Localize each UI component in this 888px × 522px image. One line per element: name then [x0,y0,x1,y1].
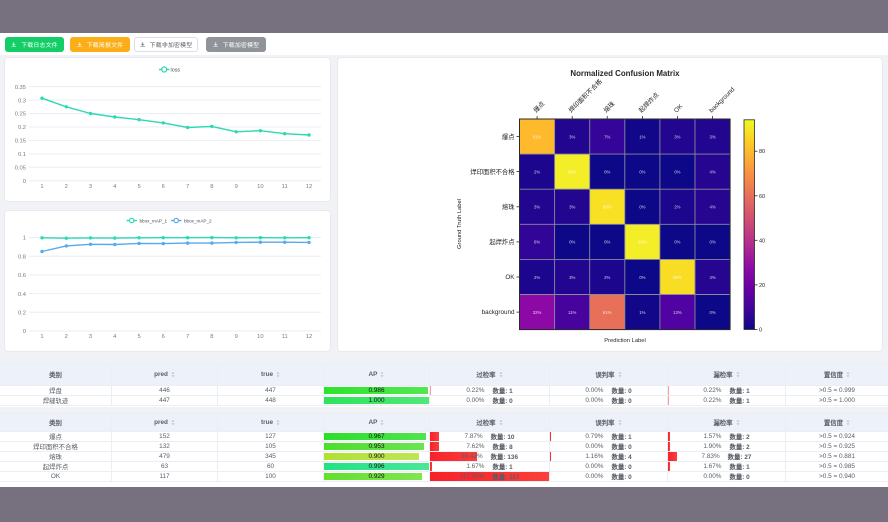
svg-text:1: 1 [40,184,43,190]
svg-text:0: 0 [23,179,26,185]
svg-text:熔珠: 熔珠 [502,202,515,211]
svg-text:7%: 7% [604,134,610,139]
svg-text:8: 8 [210,334,213,340]
svg-text:4%: 4% [709,275,715,280]
svg-text:6: 6 [162,184,165,190]
svg-text:爆点: 爆点 [531,99,546,114]
svg-text:2%: 2% [534,169,540,174]
svg-text:0%: 0% [709,240,715,245]
svg-text:93%: 93% [638,240,647,245]
svg-text:10: 10 [257,334,263,340]
svg-text:4: 4 [113,184,117,190]
svg-text:OK: OK [673,102,685,114]
svg-text:2%: 2% [674,205,680,210]
svg-text:1: 1 [40,334,43,340]
svg-text:4: 4 [113,334,117,340]
svg-text:11%: 11% [568,310,576,315]
svg-text:background: background [482,309,515,316]
svg-text:40: 40 [759,238,765,244]
svg-text:0%: 0% [604,169,610,174]
svg-text:2%: 2% [604,275,610,280]
svg-text:3: 3 [89,334,92,340]
svg-text:bbox_mAP_2: bbox_mAP_2 [184,219,212,224]
svg-text:7: 7 [186,334,189,340]
svg-text:11: 11 [282,184,288,190]
svg-text:熔珠: 熔珠 [601,99,617,115]
svg-text:12: 12 [306,334,312,340]
svg-text:loss: loss [171,68,181,74]
svg-text:0.15: 0.15 [15,139,26,145]
svg-text:20: 20 [759,283,765,289]
svg-text:6%: 6% [534,240,540,245]
svg-text:2: 2 [65,184,68,190]
svg-text:0%: 0% [674,240,680,245]
svg-text:80: 80 [759,149,765,155]
svg-text:0%: 0% [569,240,575,245]
svg-text:1%: 1% [639,310,645,315]
svg-text:0.8: 0.8 [18,254,26,260]
svg-text:bbox_mAP_1: bbox_mAP_1 [140,219,168,224]
svg-text:起焊炸点: 起焊炸点 [636,90,660,114]
svg-text:3: 3 [89,184,92,190]
svg-text:4%: 4% [709,169,715,174]
svg-text:0.05: 0.05 [15,166,26,172]
svg-text:0%: 0% [639,275,645,280]
svg-text:3%: 3% [569,275,575,280]
svg-text:0.4: 0.4 [18,292,27,298]
svg-text:Ground Truth Label: Ground Truth Label [457,199,463,249]
svg-text:4%: 4% [709,205,715,210]
svg-text:11: 11 [282,334,288,340]
svg-text:81%: 81% [533,134,542,139]
svg-text:0.2: 0.2 [18,125,26,131]
svg-text:爆点: 爆点 [502,132,515,141]
svg-text:0.6: 0.6 [18,273,26,279]
svg-text:7: 7 [186,184,189,190]
svg-text:3%: 3% [674,134,680,139]
svg-text:0.3: 0.3 [18,98,26,104]
svg-text:10: 10 [257,184,263,190]
svg-text:焊印面积不合格: 焊印面积不合格 [470,167,515,176]
svg-text:起焊炸点: 起焊炸点 [489,237,514,246]
svg-text:0: 0 [759,328,762,334]
svg-text:6: 6 [162,334,165,340]
svg-text:0: 0 [23,329,26,335]
svg-text:0%: 0% [709,310,715,315]
svg-text:0%: 0% [604,240,610,245]
svg-text:0%: 0% [674,169,680,174]
svg-text:9: 9 [235,334,238,340]
svg-text:5: 5 [137,184,140,190]
svg-text:93%: 93% [568,169,577,174]
svg-text:89%: 89% [673,275,682,280]
svg-text:12: 12 [306,184,312,190]
svg-text:0.1: 0.1 [18,152,26,158]
svg-text:3%: 3% [534,205,540,210]
svg-text:0.25: 0.25 [15,112,26,118]
svg-text:焊印面积不合格: 焊印面积不合格 [566,76,604,114]
svg-text:1: 1 [23,236,26,242]
svg-text:5: 5 [137,334,140,340]
svg-text:8: 8 [210,184,213,190]
svg-text:3%: 3% [569,134,575,139]
svg-text:60: 60 [759,194,765,200]
svg-text:32%: 32% [533,310,542,315]
svg-text:61%: 61% [603,310,612,315]
svg-text:3%: 3% [569,205,575,210]
svg-text:1%: 1% [639,134,645,139]
svg-text:OK: OK [505,274,515,281]
svg-text:3%: 3% [709,134,715,139]
svg-text:2: 2 [65,334,68,340]
svg-text:background: background [708,86,737,115]
svg-text:90%: 90% [603,205,612,210]
svg-text:0%: 0% [639,205,645,210]
svg-text:0.2: 0.2 [18,311,26,317]
svg-text:0%: 0% [639,169,645,174]
svg-text:Normalized Confusion Matrix: Normalized Confusion Matrix [570,69,680,78]
svg-text:Prediction Label: Prediction Label [604,338,646,344]
svg-text:9: 9 [235,184,238,190]
svg-text:2%: 2% [534,275,540,280]
svg-text:0.35: 0.35 [15,85,26,91]
svg-text:13%: 13% [673,310,682,315]
